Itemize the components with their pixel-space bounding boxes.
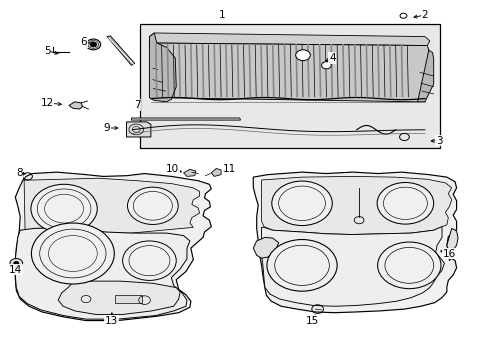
Circle shape bbox=[31, 184, 97, 233]
Polygon shape bbox=[151, 43, 428, 102]
Text: 12: 12 bbox=[41, 98, 54, 108]
Polygon shape bbox=[261, 226, 444, 306]
Circle shape bbox=[377, 242, 440, 289]
Polygon shape bbox=[446, 228, 457, 261]
Circle shape bbox=[399, 13, 406, 18]
Polygon shape bbox=[149, 33, 429, 46]
Bar bbox=[115, 296, 142, 303]
Polygon shape bbox=[126, 122, 151, 137]
Text: 8: 8 bbox=[16, 168, 22, 178]
Text: 3: 3 bbox=[435, 136, 442, 145]
Circle shape bbox=[13, 261, 19, 265]
Polygon shape bbox=[417, 50, 433, 102]
Polygon shape bbox=[107, 36, 135, 65]
Polygon shape bbox=[183, 169, 195, 176]
Circle shape bbox=[376, 183, 433, 224]
Text: 2: 2 bbox=[421, 10, 427, 20]
Text: 10: 10 bbox=[165, 164, 179, 174]
Circle shape bbox=[271, 181, 331, 226]
Polygon shape bbox=[24, 178, 199, 233]
Polygon shape bbox=[140, 24, 439, 148]
Text: 15: 15 bbox=[305, 316, 319, 325]
Text: 11: 11 bbox=[223, 164, 236, 174]
Text: 6: 6 bbox=[80, 37, 87, 47]
Polygon shape bbox=[58, 281, 180, 315]
Polygon shape bbox=[69, 102, 82, 109]
Polygon shape bbox=[253, 172, 456, 313]
Text: 1: 1 bbox=[219, 10, 225, 20]
Polygon shape bbox=[149, 33, 176, 102]
Text: 14: 14 bbox=[9, 265, 22, 275]
Circle shape bbox=[10, 258, 22, 268]
Polygon shape bbox=[15, 172, 211, 320]
Polygon shape bbox=[15, 227, 189, 319]
Text: 4: 4 bbox=[328, 53, 335, 63]
Circle shape bbox=[86, 39, 101, 50]
Polygon shape bbox=[211, 168, 221, 176]
Circle shape bbox=[127, 187, 178, 225]
Text: 13: 13 bbox=[105, 316, 118, 325]
Circle shape bbox=[90, 42, 97, 47]
Polygon shape bbox=[261, 176, 451, 234]
Circle shape bbox=[295, 50, 310, 60]
Text: 7: 7 bbox=[134, 100, 140, 110]
Polygon shape bbox=[131, 118, 240, 120]
Circle shape bbox=[266, 239, 336, 291]
Circle shape bbox=[31, 223, 114, 284]
Text: 9: 9 bbox=[103, 123, 110, 133]
Circle shape bbox=[321, 62, 330, 69]
Text: 16: 16 bbox=[442, 248, 455, 258]
Text: 5: 5 bbox=[43, 46, 50, 56]
Circle shape bbox=[122, 241, 176, 280]
Polygon shape bbox=[253, 237, 278, 258]
